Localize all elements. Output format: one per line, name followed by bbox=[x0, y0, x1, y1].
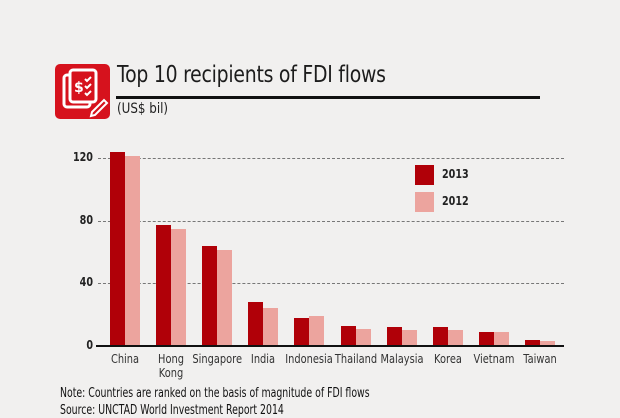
bar-2013 bbox=[294, 317, 310, 346]
bar-2013 bbox=[524, 339, 540, 346]
svg-text:$: $ bbox=[74, 80, 84, 96]
bar-2012 bbox=[355, 328, 371, 346]
bar-2012 bbox=[263, 308, 279, 346]
legend-label-2013: 2013 bbox=[442, 167, 469, 181]
bar-2013 bbox=[386, 327, 402, 346]
chart-title: Top 10 recipients of FDI flows bbox=[117, 62, 386, 88]
legend-swatch-2013 bbox=[415, 165, 434, 185]
title-rule bbox=[116, 96, 540, 99]
bar-2012 bbox=[539, 341, 555, 346]
bar-2013 bbox=[110, 151, 125, 346]
gridline bbox=[98, 283, 564, 285]
bar-2012 bbox=[125, 156, 140, 346]
source-note: Source: UNCTAD World Investment Report 2… bbox=[60, 403, 284, 418]
bar-2012 bbox=[447, 330, 463, 346]
x-tick-label: Vietnam bbox=[473, 352, 515, 366]
gridline bbox=[98, 220, 564, 222]
money-document-pencil-icon: $ bbox=[55, 64, 110, 119]
bar-2012 bbox=[309, 316, 325, 346]
gridline bbox=[98, 158, 564, 159]
x-tick-label: Indonesia bbox=[285, 352, 334, 366]
bar-2012 bbox=[171, 228, 187, 346]
x-tick-label: Korea bbox=[433, 352, 462, 366]
x-tick-label: China bbox=[110, 352, 140, 366]
y-tick-label: 120 bbox=[72, 150, 93, 164]
x-tick-label: Thailand bbox=[334, 352, 377, 366]
unit-label: (US$ bil) bbox=[117, 101, 169, 117]
x-tick-label: Malaysia bbox=[380, 352, 424, 366]
legend-swatch-2012 bbox=[415, 192, 434, 212]
bar-2012 bbox=[493, 331, 509, 346]
x-tick-label: Singapore bbox=[192, 352, 243, 366]
bar-2013 bbox=[432, 327, 448, 346]
x-tick-label: Taiwan bbox=[523, 352, 557, 366]
bar-2013 bbox=[248, 302, 264, 346]
legend-label-2012: 2012 bbox=[442, 194, 469, 208]
x-tick-label: Hong Kong bbox=[158, 352, 185, 380]
y-tick-label: 0 bbox=[86, 338, 93, 352]
bar-2013 bbox=[340, 325, 356, 346]
bar-2012 bbox=[401, 330, 417, 346]
x-axis-line bbox=[96, 345, 564, 347]
bar-2012 bbox=[217, 250, 233, 346]
y-tick-label: 80 bbox=[79, 212, 93, 227]
bar-2013 bbox=[202, 245, 218, 346]
bar-2013 bbox=[156, 225, 172, 346]
footnote: Note: Countries are ranked on the basis … bbox=[60, 386, 370, 401]
y-tick-label: 40 bbox=[79, 275, 93, 290]
bar-2013 bbox=[478, 331, 494, 346]
x-tick-label: India bbox=[251, 352, 276, 366]
